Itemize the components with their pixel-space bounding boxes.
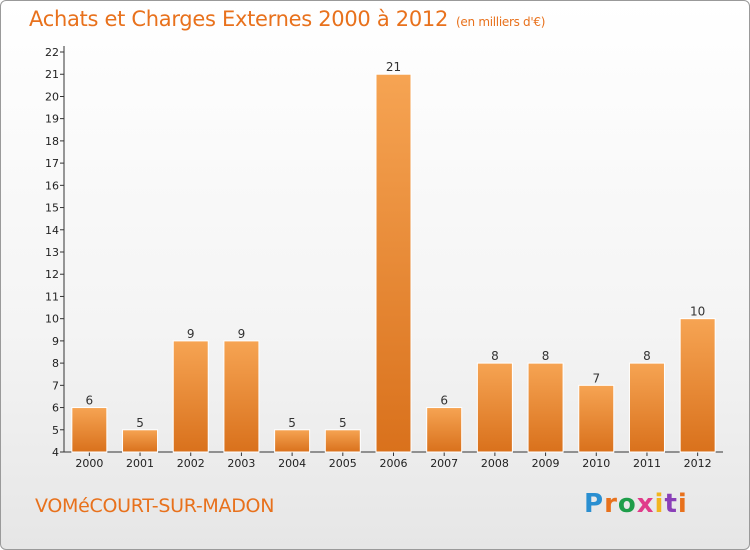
bar-2001 [122, 429, 159, 453]
y-tick-label: 21 [45, 68, 59, 81]
y-tick-label: 5 [52, 424, 59, 437]
y-tick-label: 8 [52, 357, 59, 370]
logo-letter: r [604, 489, 618, 519]
y-tick-label: 13 [45, 246, 59, 259]
y-tick-label: 14 [45, 224, 59, 237]
y-tick-label: 10 [45, 313, 59, 326]
chart-subtitle: (en milliers d'€) [456, 15, 546, 29]
bar-value-label: 5 [339, 416, 347, 430]
y-tick-label: 15 [45, 202, 59, 215]
logo-letter: x [636, 489, 655, 519]
bar-value-label: 8 [643, 349, 651, 363]
bar-value-label: 5 [136, 416, 144, 430]
y-tick-label: 7 [52, 379, 59, 392]
logo-letter: i [654, 489, 665, 519]
chart-title-text: Achats et Charges Externes 2000 à 2012 [29, 7, 449, 31]
bar-value-label: 9 [238, 327, 246, 341]
x-tick-label: 2010 [582, 457, 610, 470]
bar-2011 [628, 362, 665, 453]
x-tick-label: 2004 [278, 457, 306, 470]
bar-2005 [324, 429, 361, 453]
bar-value-label: 6 [86, 394, 94, 408]
x-tick-label: 2001 [126, 457, 154, 470]
bar-2006 [375, 73, 412, 453]
y-tick-label: 20 [45, 90, 59, 103]
commune-name: VOMéCOURT-SUR-MADON [35, 495, 275, 517]
logo-letter: t [664, 489, 678, 519]
y-tick-label: 19 [45, 113, 59, 126]
bar-value-label: 6 [440, 394, 448, 408]
x-tick-label: 2008 [481, 457, 509, 470]
bar-2004 [274, 429, 311, 453]
bar-2008 [476, 362, 513, 453]
bar-value-label: 8 [491, 349, 499, 363]
y-tick-label: 6 [52, 402, 59, 415]
x-tick-label: 2011 [633, 457, 661, 470]
x-tick-label: 2009 [532, 457, 560, 470]
bar-2010 [578, 384, 615, 453]
bar-value-label: 5 [288, 416, 296, 430]
x-tick-label: 2000 [75, 457, 103, 470]
y-tick-label: 12 [45, 268, 59, 281]
y-tick-label: 11 [45, 290, 59, 303]
x-tick-label: 2005 [329, 457, 357, 470]
bar-value-label: 10 [690, 305, 705, 319]
bar-value-label: 8 [542, 349, 550, 363]
y-tick-label: 17 [45, 157, 59, 170]
x-tick-label: 2012 [684, 457, 712, 470]
bar-2000 [71, 407, 108, 453]
bar-2012 [679, 318, 716, 453]
y-tick-label: 18 [45, 135, 59, 148]
bar-value-label: 9 [187, 327, 195, 341]
proxiti-logo: Proxiti [584, 489, 688, 519]
logo-letter: i [677, 489, 688, 519]
y-tick-label: 4 [52, 446, 59, 459]
bar-value-label: 7 [592, 371, 600, 385]
bar-value-label: 21 [386, 60, 401, 74]
bar-2009 [527, 362, 564, 453]
bar-2002 [172, 340, 209, 453]
y-tick-label: 22 [45, 46, 59, 59]
logo-letter: o [617, 489, 637, 519]
y-tick-label: 16 [45, 179, 59, 192]
y-tick-label: 9 [52, 335, 59, 348]
x-tick-label: 2006 [380, 457, 408, 470]
x-tick-label: 2002 [177, 457, 205, 470]
x-tick-label: 2003 [227, 457, 255, 470]
chart-title: Achats et Charges Externes 2000 à 2012 (e… [29, 7, 545, 31]
logo-letter: P [584, 489, 605, 519]
bar-2007 [426, 407, 463, 453]
bar-2003 [223, 340, 260, 453]
x-tick-label: 2007 [430, 457, 458, 470]
